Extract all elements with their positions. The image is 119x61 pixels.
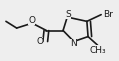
Text: N: N <box>70 39 77 48</box>
Text: S: S <box>65 10 71 19</box>
Text: Br: Br <box>103 10 113 19</box>
Text: O: O <box>36 37 43 46</box>
Text: O: O <box>28 16 35 25</box>
Text: CH₃: CH₃ <box>90 46 107 55</box>
